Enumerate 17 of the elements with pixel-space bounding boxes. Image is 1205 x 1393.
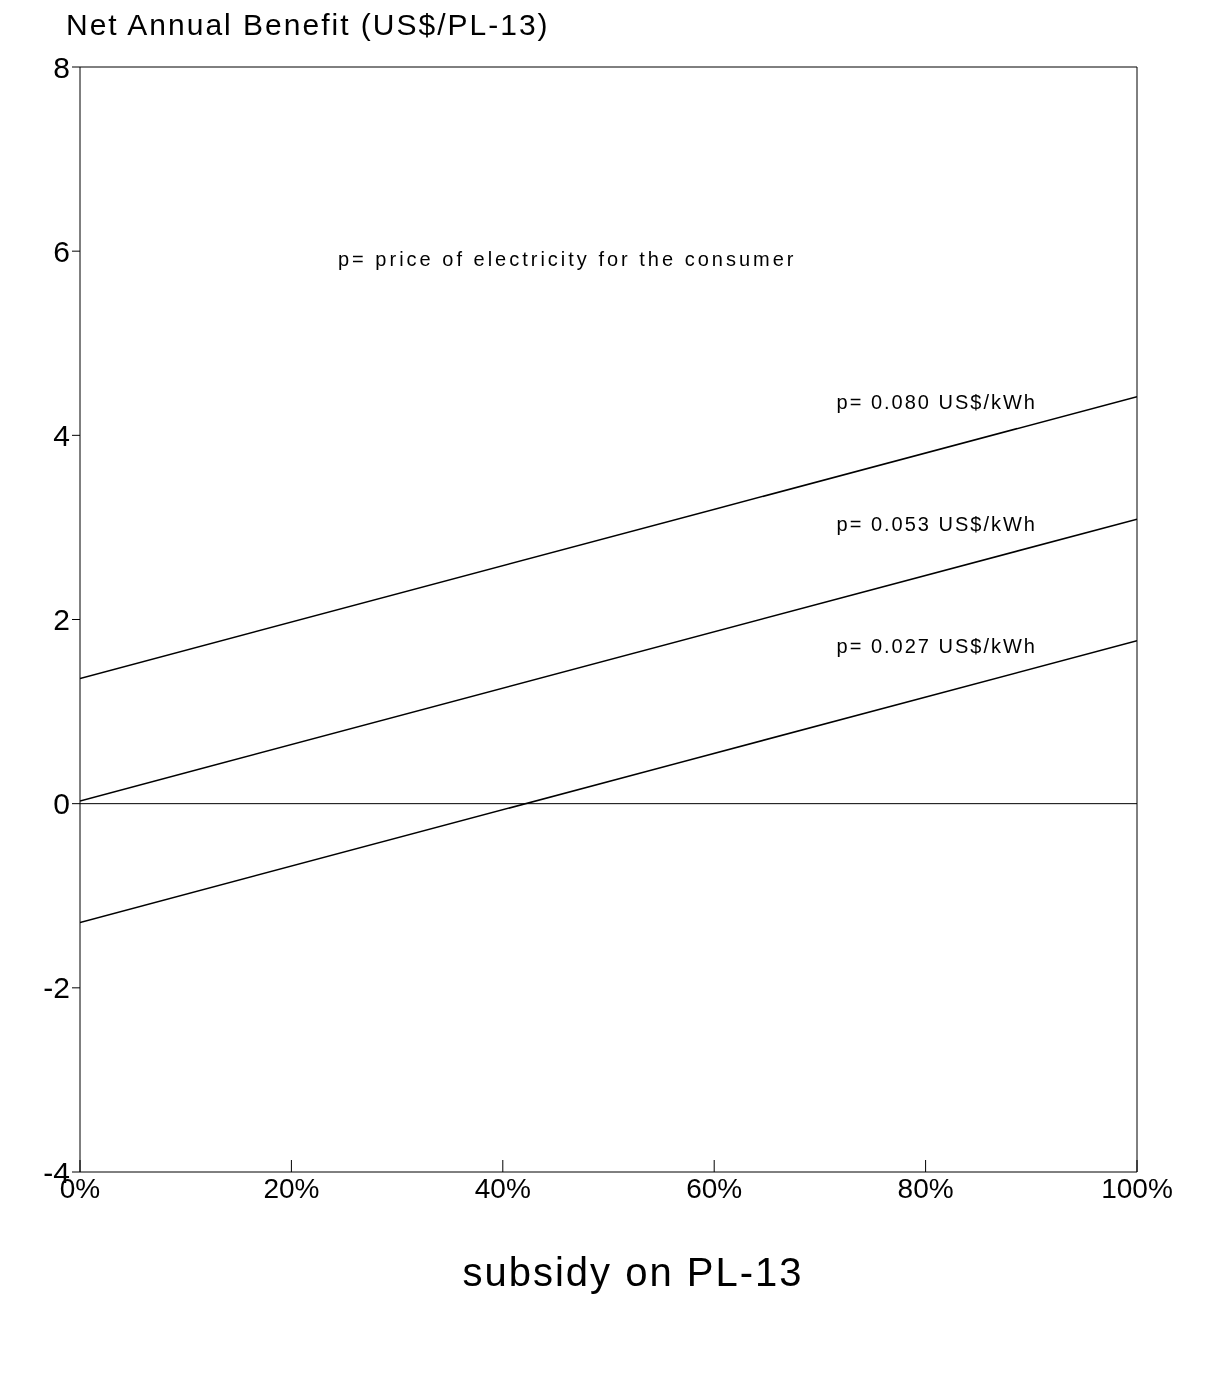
series-label: p= 0.053 US$/kWh [836, 513, 1037, 536]
y-tick-label: 8 [53, 50, 70, 84]
y-tick-label: 0 [53, 787, 70, 821]
y-tick-label: 6 [53, 234, 70, 268]
x-tick-label: 20% [263, 1172, 320, 1204]
y-axis-title: Net Annual Benefit (US$/PL-13) [66, 8, 551, 43]
annotation: p= price of electricity for the consumer [338, 248, 797, 271]
y-tick-label: 2 [53, 603, 70, 637]
series-label: p= 0.080 US$/kWh [836, 390, 1037, 413]
x-tick-label: 80% [897, 1172, 954, 1204]
series-label: p= 0.027 US$/kWh [836, 634, 1037, 657]
x-tick-label: 100% [1101, 1172, 1173, 1204]
x-axis-title: subsidy on PL-13 [461, 1250, 805, 1295]
y-tick-label: -2 [43, 971, 70, 1005]
x-tick-label: 40% [474, 1172, 531, 1204]
y-tick-label: 4 [53, 418, 70, 452]
x-tick-label: 60% [686, 1172, 743, 1204]
